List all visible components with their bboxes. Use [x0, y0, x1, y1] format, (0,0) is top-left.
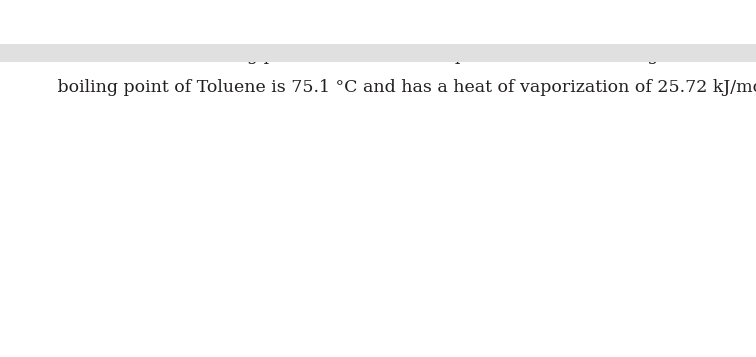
Text: 5-  What is the the boiling point of toluene for a pressure of 320 mmHg. Assume : 5- What is the the boiling point of tolu…: [30, 47, 756, 64]
Bar: [0, 44, 756, 62]
Text: boiling point of Toluene is 75.1 °C and has a heat of vaporization of 25.72 kJ/m: boiling point of Toluene is 75.1 °C and …: [30, 79, 756, 96]
